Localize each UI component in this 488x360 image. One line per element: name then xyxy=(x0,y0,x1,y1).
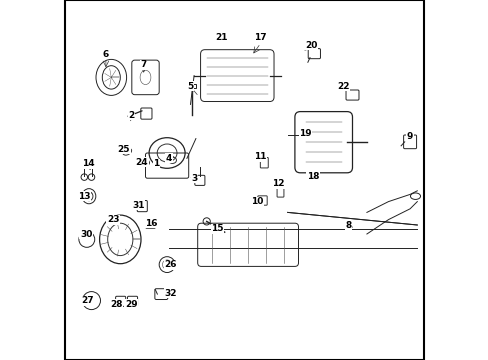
Text: 1: 1 xyxy=(153,159,159,168)
Text: 18: 18 xyxy=(306,172,319,181)
Text: 30: 30 xyxy=(80,230,92,239)
Text: 12: 12 xyxy=(272,179,285,188)
Text: 13: 13 xyxy=(78,192,90,201)
Text: 19: 19 xyxy=(299,129,311,138)
Text: 28: 28 xyxy=(110,300,122,309)
Text: 2: 2 xyxy=(128,111,134,120)
Text: 5: 5 xyxy=(187,82,193,91)
Text: 23: 23 xyxy=(107,215,119,224)
Text: 16: 16 xyxy=(144,219,157,228)
Text: 9: 9 xyxy=(406,132,412,141)
Text: 4: 4 xyxy=(165,154,172,163)
Text: 8: 8 xyxy=(345,220,351,230)
Text: 26: 26 xyxy=(164,260,177,269)
Text: 17: 17 xyxy=(254,33,266,42)
Text: 14: 14 xyxy=(81,159,94,168)
Bar xyxy=(188,84,196,88)
Text: 31: 31 xyxy=(132,201,144,210)
Text: 24: 24 xyxy=(135,158,148,166)
Text: 11: 11 xyxy=(254,152,266,161)
Text: 21: 21 xyxy=(214,33,227,42)
Text: 7: 7 xyxy=(140,60,146,69)
Text: 29: 29 xyxy=(124,300,137,309)
Text: 15: 15 xyxy=(211,224,224,233)
Text: 20: 20 xyxy=(305,41,317,50)
Text: 25: 25 xyxy=(118,145,130,154)
Text: 3: 3 xyxy=(191,174,197,183)
Text: 6: 6 xyxy=(102,50,109,59)
Text: 10: 10 xyxy=(250,197,263,206)
Text: 22: 22 xyxy=(337,82,349,91)
Text: 27: 27 xyxy=(81,296,94,305)
Text: 32: 32 xyxy=(164,289,177,298)
